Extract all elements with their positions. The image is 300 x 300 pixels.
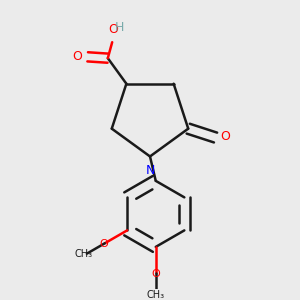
Text: O: O bbox=[109, 23, 118, 37]
Text: O: O bbox=[99, 239, 108, 249]
Text: CH₃: CH₃ bbox=[74, 249, 92, 260]
Text: O: O bbox=[72, 50, 82, 63]
Text: O: O bbox=[152, 269, 160, 279]
Text: O: O bbox=[220, 130, 230, 142]
Text: N: N bbox=[145, 164, 155, 177]
Text: H: H bbox=[115, 21, 124, 34]
Text: CH₃: CH₃ bbox=[147, 290, 165, 300]
